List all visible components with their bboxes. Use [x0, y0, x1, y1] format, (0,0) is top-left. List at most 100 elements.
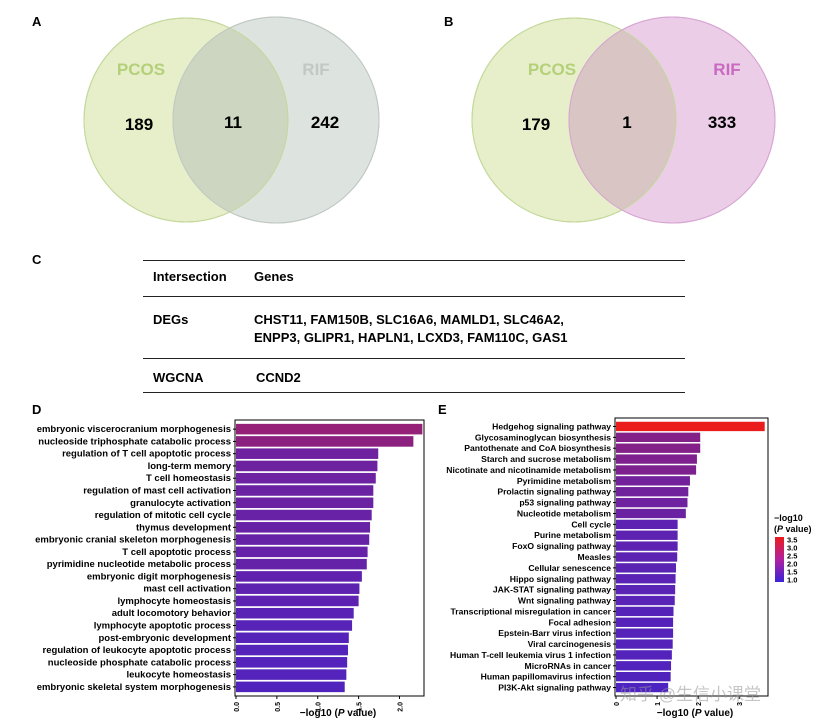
chart-e-xtick-label: 3: [737, 702, 744, 706]
chart-d-bar: [236, 546, 368, 558]
chart-d-category-label: granulocyte activation: [130, 498, 231, 509]
chart-d-bar: [236, 632, 349, 644]
legend-title-line1: −log10: [774, 513, 803, 523]
chart-d-category-label: embryonic skeletal system morphogenesis: [37, 682, 231, 693]
table-rule-header: [143, 296, 685, 297]
chart-e-bar: [616, 530, 678, 540]
chart-d-bar: [236, 583, 360, 594]
chart-d-category-label: regulation of leukocyte apoptotic proces…: [43, 645, 231, 656]
chart-d-bar: [236, 620, 353, 631]
chart-d-xtick-label: 0.0: [234, 702, 241, 712]
color-legend: −log10 (P value) 3.53.02.52.01.51.0: [774, 513, 812, 585]
chart-d-category-label: regulation of mast cell activation: [83, 486, 231, 497]
chart-e-category-label: Starch and sucrose metabolism: [481, 454, 611, 464]
chart-e-category-label: PI3K-Akt signaling pathway: [498, 683, 611, 693]
chart-e-category-label: Hippo signaling pathway: [510, 574, 611, 584]
table-row-wgcna-genes: CCND2: [256, 370, 301, 385]
table-header-intersection: Intersection: [153, 269, 227, 284]
venn-a-overlap: [173, 18, 288, 222]
venn-a-left-count: 189: [125, 115, 153, 134]
chart-d-category-label: regulation of mitotic cell cycle: [95, 510, 231, 521]
venn-b-right-count: 333: [708, 113, 736, 132]
chart-e-category-label: p53 signaling pathway: [519, 498, 611, 508]
chart-d-category-label: long-term memory: [148, 461, 232, 472]
panel-label-a: A: [32, 14, 42, 29]
chart-e-bar: [616, 432, 701, 442]
table-row-degs-genes-1: CHST11, FAM150B, SLC16A6, MAMLD1, SLC46A…: [254, 312, 564, 327]
chart-e-bar: [616, 639, 673, 649]
chart-d-bar: [236, 669, 347, 680]
intersection-table: Intersection Genes DEGs CHST11, FAM150B,…: [143, 258, 685, 398]
chart-e-category-label: Human T-cell leukemia virus 1 infection: [450, 650, 611, 660]
chart-e-category-label: JAK-STAT signaling pathway: [493, 585, 611, 595]
chart-d-bar: [236, 460, 378, 472]
chart-e-category-label: Nucleotide metabolism: [517, 508, 611, 518]
chart-d-bar: [236, 534, 370, 545]
chart-e-xtick-label: 0: [614, 702, 621, 706]
chart-e-bar: [616, 519, 678, 530]
chart-e-bar: [616, 497, 688, 508]
panel-label-d: D: [32, 402, 42, 417]
chart-d-category-label: embryonic digit morphogenesis: [87, 571, 231, 582]
chart-e-bar: [616, 465, 697, 475]
table-row-wgcna-label: WGCNA: [153, 370, 204, 385]
table-header-genes: Genes: [254, 269, 294, 284]
chart-d-xtick-label: 1.0: [316, 702, 323, 712]
panel-label-c: C: [32, 252, 42, 267]
chart-e-bar: [616, 552, 678, 562]
chart-e-bar: [616, 541, 678, 551]
chart-d-xtick-label: 1.5: [357, 702, 364, 712]
chart-d-bar: [236, 485, 374, 496]
chart-e-category-label: Hedgehog signaling pathway: [492, 421, 611, 431]
chart-d-bar: [236, 607, 354, 619]
legend-tick-label: 3.0: [787, 544, 797, 553]
chart-d-category-label: post-embryonic development: [99, 633, 232, 644]
chart-e-bar: [616, 672, 671, 682]
venn-b-left-label: PCOS: [528, 60, 576, 79]
chart-d-bar: [236, 595, 359, 607]
chart-e-category-label: Pantothenate and CoA biosynthesis: [464, 443, 611, 453]
venn-b-overlap-count: 1: [622, 113, 631, 132]
venn-a-overlap-count: 11: [224, 113, 242, 132]
chart-e-bar: [616, 606, 674, 617]
panel-label-b: B: [444, 14, 454, 29]
chart-d-category-label: T cell apoptotic process: [122, 547, 231, 558]
chart-e-bar: [616, 574, 676, 584]
chart-e-bar: [616, 443, 701, 453]
chart-e-bar: [616, 563, 676, 573]
legend-title-line2: (P value): [774, 524, 812, 534]
chart-d-bar: [236, 644, 348, 656]
chart-d-category-label: mast cell activation: [143, 584, 231, 595]
chart-e-category-label: Human papillomavirus infection: [481, 672, 611, 682]
chart-e-category-label: Wnt signaling pathway: [518, 596, 611, 606]
chart-d-category-label: adult locomotory behavior: [112, 608, 232, 619]
venn-b-overlap: [569, 18, 676, 222]
chart-d-category-label: pyrimidine nucleotide metabolic process: [47, 559, 231, 570]
chart-e-bar: [616, 454, 697, 464]
chart-e-bar: [616, 650, 672, 660]
venn-b-left-count: 179: [522, 115, 550, 134]
legend-color-bar: [775, 537, 784, 582]
chart-d-bar: [236, 497, 374, 509]
chart-e-category-label: Viral carcinogenesis: [528, 639, 612, 649]
chart-d-bar: [236, 436, 414, 447]
chart-d-bar: [236, 423, 423, 435]
chart-e-category-label: Focal adhesion: [548, 617, 611, 627]
chart-e-category-label: Glycosaminoglycan biosynthesis: [475, 432, 611, 442]
legend-tick-label: 3.5: [787, 536, 797, 545]
chart-e-bar: [616, 617, 674, 627]
table-row-degs-genes-2: ENPP3, GLIPR1, HAPLN1, LCXD3, FAM110C, G…: [254, 330, 568, 345]
chart-e-category-label: MicroRNAs in cancer: [525, 661, 612, 671]
chart-d-category-label: nucleoside triphosphate catabolic proces…: [38, 436, 231, 447]
chart-e-bar: [616, 682, 669, 693]
venn-a-right-label: RIF: [302, 60, 329, 79]
chart-d-category-label: thymus development: [136, 522, 232, 533]
chart-e-category-label: Cellular senescence: [528, 563, 611, 573]
legend-tick-label: 1.5: [787, 568, 797, 577]
chart-e-xtick-label: 2: [696, 702, 703, 706]
chart-d-category-label: leukocyte homeostasis: [126, 670, 231, 681]
chart-e-bar: [616, 628, 674, 638]
watermark: 知乎 @生信小课堂: [620, 685, 761, 704]
